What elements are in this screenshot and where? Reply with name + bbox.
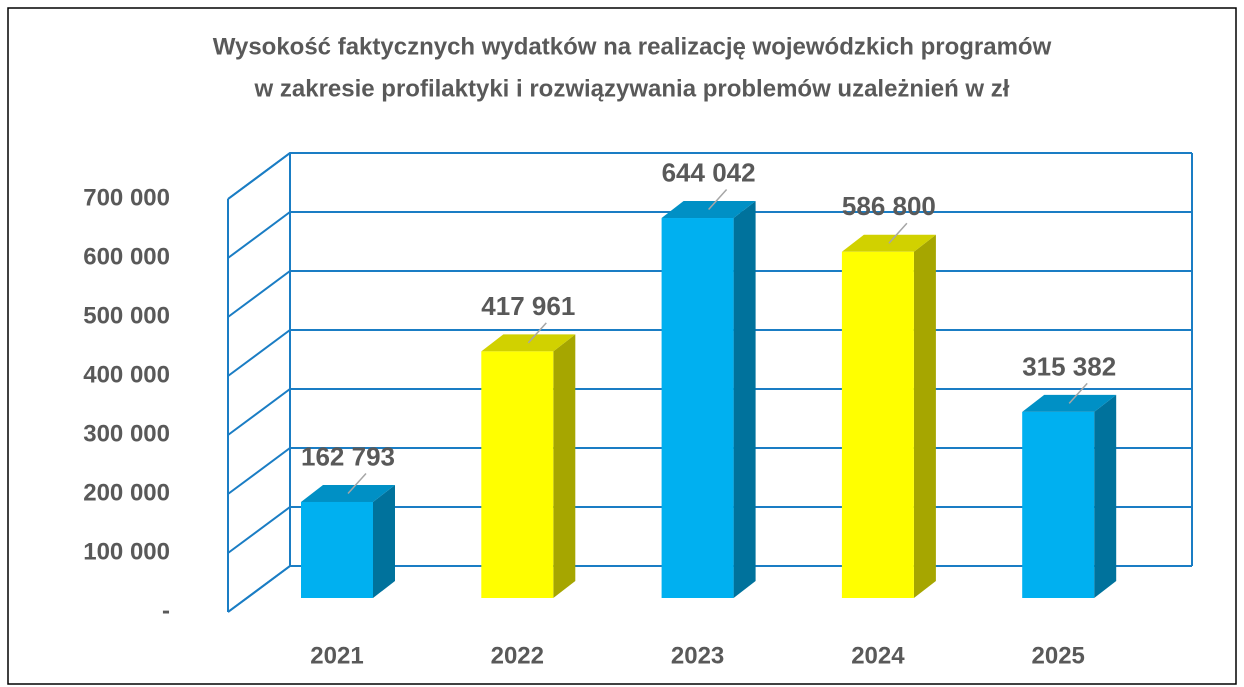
x-tick-label: 2025 — [1032, 642, 1085, 669]
bar — [301, 501, 373, 598]
bar — [841, 251, 914, 598]
bar — [661, 218, 734, 599]
x-tick-label: 2022 — [491, 642, 544, 669]
y-tick-label: 700 000 — [83, 184, 170, 211]
value-label: 315 382 — [1022, 351, 1116, 381]
y-tick-label: 300 000 — [83, 420, 170, 447]
leader-line — [347, 472, 367, 494]
leader-line — [527, 322, 547, 344]
y-tick-label: 200 000 — [83, 479, 170, 506]
y-tick-label: 400 000 — [83, 361, 170, 388]
chart-title: w zakresie profilaktyki i rozwiązywania … — [254, 75, 1010, 102]
value-label: 644 042 — [662, 157, 756, 187]
leader-line — [708, 189, 728, 211]
y-tick-label: - — [162, 597, 170, 624]
grid-line — [227, 152, 1192, 200]
grid-line — [227, 211, 1192, 259]
bar-side — [1094, 394, 1117, 598]
x-tick-label: 2021 — [310, 642, 363, 669]
x-tick-label: 2023 — [671, 642, 724, 669]
y-tick-label: 500 000 — [83, 302, 170, 329]
bar-side — [553, 334, 576, 598]
value-label: 162 793 — [301, 441, 395, 471]
x-tick-label: 2024 — [851, 642, 905, 669]
leader-line — [888, 222, 908, 244]
bar — [1022, 411, 1095, 598]
chart-title: Wysokość faktycznych wydatków na realiza… — [213, 33, 1052, 60]
y-tick-label: 100 000 — [83, 538, 170, 565]
y-tick-label: 600 000 — [83, 243, 170, 270]
value-label: 417 961 — [481, 291, 575, 321]
bar — [481, 351, 554, 598]
bar-side — [373, 484, 395, 598]
value-label: 586 800 — [842, 191, 936, 221]
bar-side — [733, 201, 756, 599]
bar-side — [913, 234, 936, 598]
leader-line — [1068, 382, 1088, 404]
